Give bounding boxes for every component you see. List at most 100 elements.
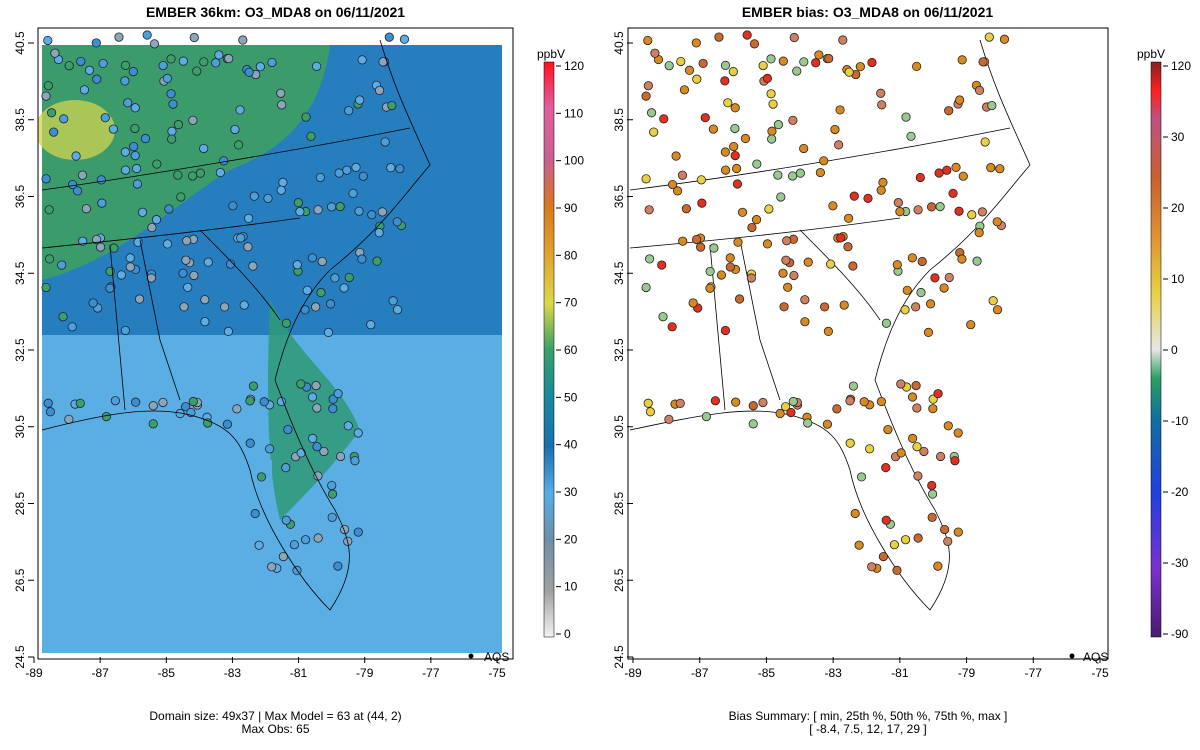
station-marker: [148, 419, 158, 429]
station-marker: [315, 172, 325, 183]
station-marker: [225, 259, 236, 269]
station-bias-marker: [688, 298, 698, 308]
aqs-legend-label-right: AQS: [1083, 650, 1108, 664]
station-marker: [312, 61, 322, 71]
station-marker: [109, 243, 119, 253]
station-marker: [199, 143, 209, 154]
station-bias-marker: [667, 179, 678, 190]
station-marker: [132, 179, 143, 189]
station-marker: [277, 100, 287, 110]
station-bias-marker: [822, 419, 833, 429]
station-bias-marker: [984, 32, 994, 42]
station-marker: [223, 326, 233, 336]
station-bias-marker: [758, 397, 768, 408]
left-ytick-label: 34.5: [13, 261, 27, 285]
station-marker: [316, 287, 326, 298]
station-marker: [41, 174, 51, 184]
station-bias-marker: [678, 236, 688, 246]
station-bias-marker: [863, 193, 873, 203]
station-marker: [75, 398, 85, 408]
left-footer-line2: Max Obs: 65: [241, 722, 310, 736]
station-marker: [245, 396, 255, 406]
station-bias-marker: [913, 533, 923, 543]
station-bias-marker: [701, 411, 711, 422]
station-bias-marker: [778, 268, 788, 278]
station-bias-marker: [659, 114, 669, 124]
station-bias-marker: [980, 137, 990, 147]
station-marker: [248, 381, 259, 391]
model-field-peak: [38, 100, 115, 160]
station-bias-marker: [850, 508, 860, 519]
station-bias-marker: [908, 433, 918, 443]
station-bias-marker: [667, 322, 677, 332]
station-marker: [203, 257, 213, 267]
station-bias-marker: [762, 73, 772, 83]
station-marker: [259, 397, 269, 407]
left-xtick-label: -87: [91, 666, 109, 680]
station-bias-marker: [731, 397, 741, 407]
right-cbar-tick-label: 20: [1171, 201, 1185, 215]
station-marker: [147, 222, 157, 233]
station-bias-marker: [844, 213, 854, 223]
left-footer-line1: Domain size: 49x37 | Max Model = 63 at (…: [149, 709, 402, 723]
station-bias-marker: [644, 254, 655, 264]
station-bias-marker: [720, 60, 731, 70]
station-bias-marker: [800, 317, 810, 327]
station-bias-marker: [916, 287, 926, 298]
station-marker: [189, 32, 199, 43]
station-marker: [76, 56, 86, 67]
right-xtick-label: -75: [1091, 666, 1109, 680]
right-ytick-label: 32.5: [612, 338, 626, 362]
station-bias-marker: [720, 165, 731, 175]
station-bias-marker: [781, 402, 791, 412]
station-marker: [59, 114, 69, 124]
station-bias-marker: [881, 318, 891, 328]
station-marker: [200, 317, 210, 327]
station-marker: [181, 402, 191, 412]
state-border-al-ga: [139, 239, 181, 401]
station-marker: [276, 88, 286, 98]
station-bias-marker: [926, 202, 937, 212]
station-bias-marker: [883, 424, 893, 435]
station-marker: [307, 392, 318, 402]
station-marker: [132, 163, 142, 174]
station-bias-marker: [881, 515, 891, 525]
left-xtick-label: -79: [356, 666, 374, 680]
station-marker: [64, 61, 74, 71]
station-marker: [168, 99, 178, 109]
station-bias-marker: [766, 89, 776, 99]
station-bias-marker: [896, 379, 906, 389]
station-marker: [392, 217, 402, 227]
station-marker: [192, 66, 202, 76]
station-bias-marker: [912, 403, 922, 413]
station-bias-marker: [657, 260, 667, 270]
station-bias-marker: [799, 57, 809, 67]
station-bias-marker: [782, 236, 792, 246]
station-marker: [380, 137, 390, 147]
left-panel-title: EMBER 36km: O3_MDA8 on 06/11/2021: [145, 4, 406, 20]
station-marker: [377, 207, 387, 217]
station-bias-marker: [912, 61, 922, 71]
station-marker: [182, 236, 192, 246]
station-bias-marker: [988, 296, 998, 306]
station-bias-marker: [843, 242, 853, 252]
station-bias-marker: [725, 253, 735, 263]
station-bias-marker: [720, 325, 731, 336]
station-bias-marker: [895, 207, 905, 217]
station-bias-marker: [830, 124, 840, 135]
station-bias-marker: [935, 451, 946, 462]
station-bias-marker: [762, 239, 773, 249]
station-bias-marker: [751, 215, 762, 225]
station-bias-marker: [767, 126, 777, 136]
station-marker: [146, 273, 156, 283]
station-bias-marker: [934, 168, 944, 178]
station-marker: [340, 524, 350, 535]
station-bias-marker: [773, 120, 784, 130]
station-marker: [101, 411, 111, 422]
station-marker: [137, 207, 148, 217]
station-marker: [125, 262, 135, 272]
station-bias-marker: [951, 162, 961, 172]
station-marker: [166, 54, 176, 64]
station-bias-marker: [876, 185, 886, 195]
station-bias-marker: [974, 228, 984, 238]
